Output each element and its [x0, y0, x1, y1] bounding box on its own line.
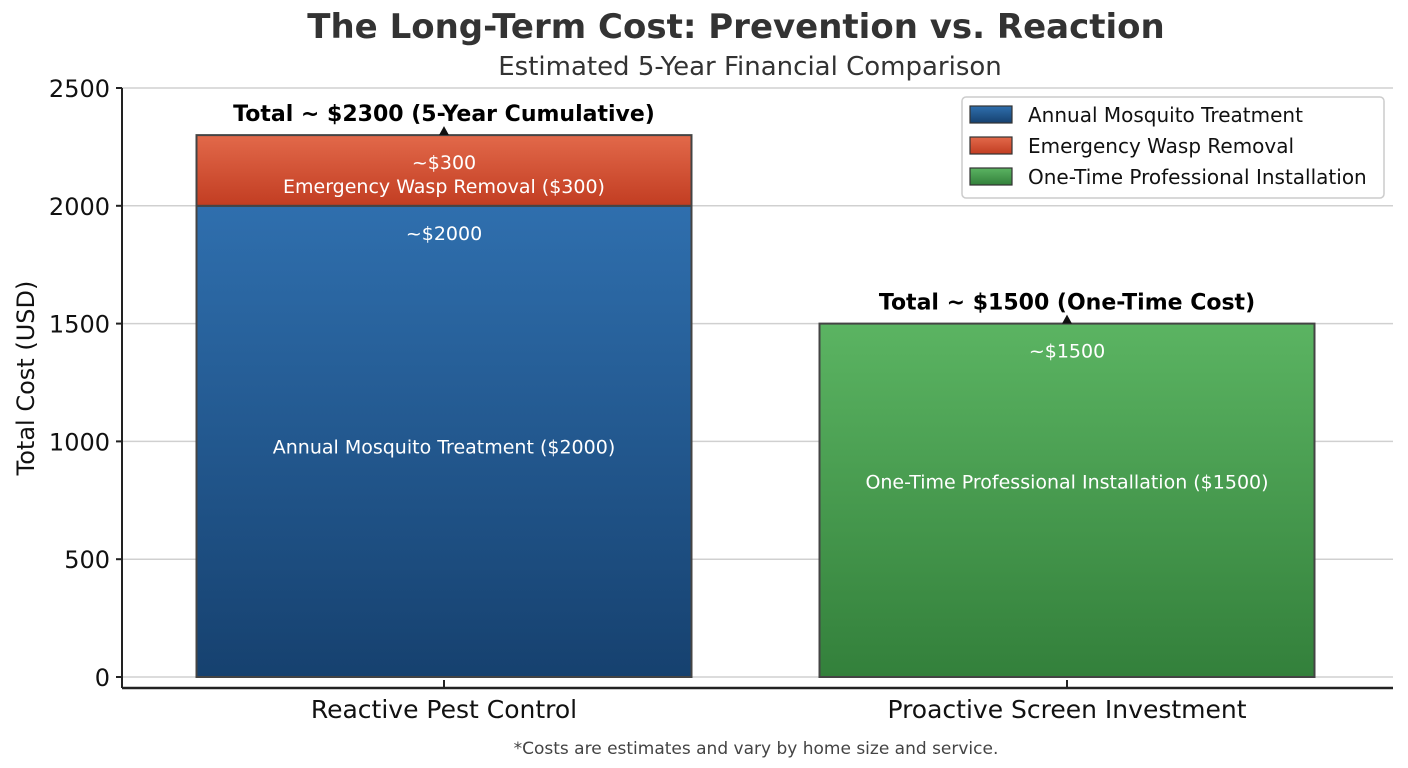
- bar-segment: [195, 204, 693, 679]
- y-tick-label: 2500: [49, 75, 110, 103]
- segment-label: One-Time Professional Installation ($150…: [865, 471, 1268, 493]
- total-label: Total ~ $1500 (One-Time Cost): [879, 291, 1255, 316]
- y-tick-label: 0: [95, 664, 110, 692]
- x-tick-label: Reactive Pest Control: [311, 695, 577, 724]
- legend-label: Emergency Wasp Removal: [1028, 134, 1294, 158]
- chart-subtitle: Estimated 5-Year Financial Comparison: [498, 52, 1002, 82]
- legend-label: Annual Mosquito Treatment: [1028, 103, 1303, 127]
- value-label: ~$300: [412, 152, 476, 174]
- y-tick-label: 1000: [49, 428, 110, 456]
- y-tick-label: 1500: [49, 311, 110, 339]
- chart-title: The Long-Term Cost: Prevention vs. React…: [307, 7, 1164, 47]
- legend-swatch: [969, 167, 1013, 186]
- y-axis-label: Total Cost (USD): [12, 281, 40, 477]
- footnote: *Costs are estimates and vary by home si…: [514, 739, 999, 759]
- bar-segment: [195, 134, 693, 207]
- y-tick-label: 500: [64, 546, 110, 574]
- legend-box: [961, 96, 1385, 199]
- x-tick-label: Proactive Screen Investment: [887, 695, 1246, 724]
- value-label: ~$1500: [1029, 341, 1105, 363]
- y-tick-label: 2000: [49, 193, 110, 221]
- total-marker: [1062, 314, 1072, 324]
- value-label: ~$2000: [406, 223, 482, 245]
- bar-segment: [818, 322, 1316, 678]
- total-marker: [439, 126, 449, 136]
- segment-label: Emergency Wasp Removal ($300): [283, 176, 605, 198]
- legend-swatch: [969, 136, 1013, 155]
- legend-swatch: [969, 105, 1013, 124]
- legend-label: One-Time Professional Installation: [1028, 165, 1367, 189]
- segment-label: Annual Mosquito Treatment ($2000): [273, 436, 615, 458]
- total-label: Total ~ $2300 (5-Year Cumulative): [233, 102, 655, 127]
